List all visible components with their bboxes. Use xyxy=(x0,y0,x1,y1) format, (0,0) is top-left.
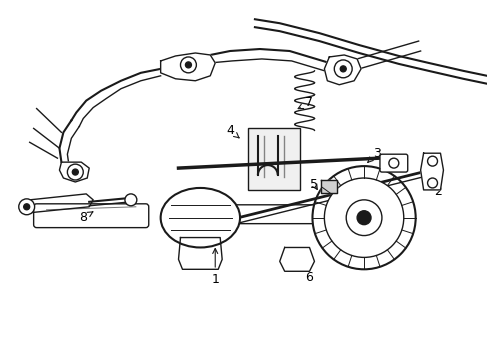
FancyBboxPatch shape xyxy=(34,204,148,228)
FancyBboxPatch shape xyxy=(233,205,316,224)
Text: 6: 6 xyxy=(301,261,313,284)
Polygon shape xyxy=(60,162,89,182)
Text: 7: 7 xyxy=(298,96,313,109)
FancyBboxPatch shape xyxy=(379,154,407,172)
Circle shape xyxy=(67,164,83,180)
Circle shape xyxy=(427,178,437,188)
Polygon shape xyxy=(24,194,93,213)
Text: 2: 2 xyxy=(428,178,442,198)
Circle shape xyxy=(324,178,403,257)
Circle shape xyxy=(185,62,191,68)
Bar xyxy=(247,129,299,190)
Text: 4: 4 xyxy=(226,124,239,138)
Circle shape xyxy=(334,60,351,78)
Text: 5: 5 xyxy=(310,179,318,192)
Circle shape xyxy=(427,156,437,166)
Circle shape xyxy=(340,66,346,72)
Ellipse shape xyxy=(161,188,240,247)
Circle shape xyxy=(124,194,137,206)
Circle shape xyxy=(356,211,370,225)
Circle shape xyxy=(180,57,196,73)
Polygon shape xyxy=(178,238,222,269)
Polygon shape xyxy=(420,153,443,190)
Polygon shape xyxy=(279,247,314,271)
Circle shape xyxy=(388,158,398,168)
Text: 3: 3 xyxy=(367,147,380,162)
Circle shape xyxy=(312,166,415,269)
Circle shape xyxy=(72,169,78,175)
Text: 8: 8 xyxy=(79,211,93,224)
Polygon shape xyxy=(161,53,215,81)
Circle shape xyxy=(24,204,30,210)
Circle shape xyxy=(19,199,35,215)
Circle shape xyxy=(346,200,381,235)
Text: 1: 1 xyxy=(211,248,219,286)
Polygon shape xyxy=(321,180,337,193)
Polygon shape xyxy=(324,55,360,85)
